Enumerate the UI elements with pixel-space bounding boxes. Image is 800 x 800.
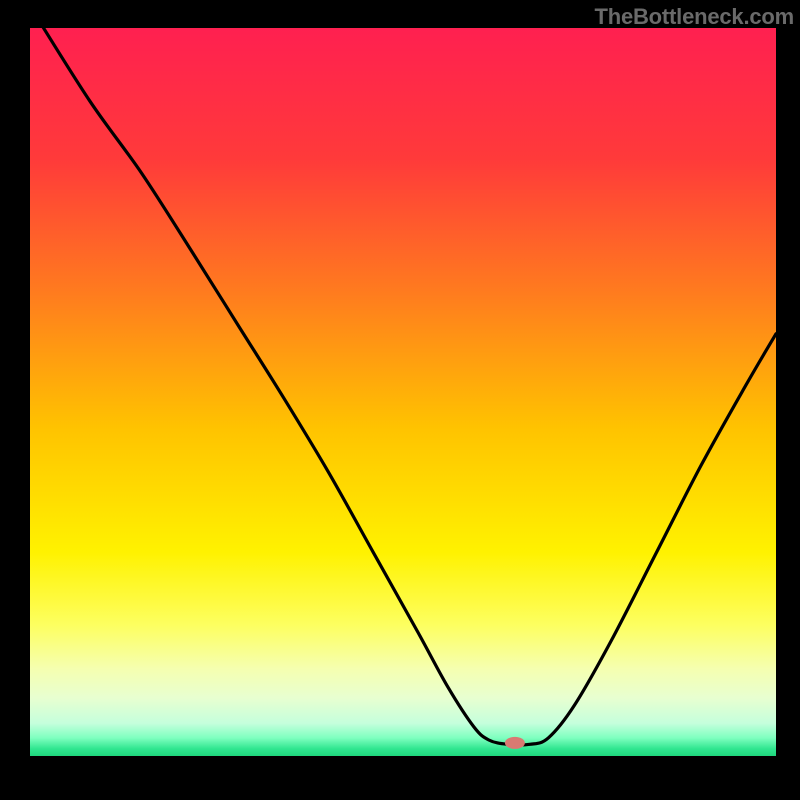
chart-svg	[0, 0, 800, 800]
watermark-text: TheBottleneck.com	[594, 4, 794, 30]
bottleneck-chart: TheBottleneck.com	[0, 0, 800, 800]
plot-background	[30, 28, 776, 756]
optimal-marker	[505, 737, 525, 749]
